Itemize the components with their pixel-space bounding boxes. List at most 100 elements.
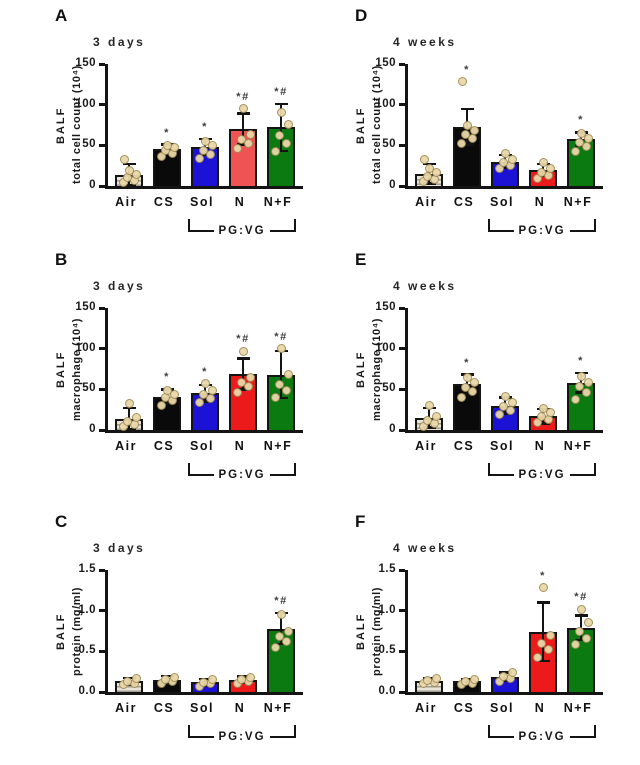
- error-bar-cap: [574, 614, 588, 617]
- error-bar-line: [241, 358, 245, 390]
- data-point: [419, 154, 429, 164]
- error-bar-line: [279, 103, 283, 152]
- panel-letter: A: [55, 6, 68, 25]
- y-tick: [99, 568, 105, 572]
- data-point: [281, 637, 291, 647]
- x-tick-label: Air: [415, 701, 437, 715]
- data-point: [270, 147, 280, 157]
- data-point: [198, 145, 208, 155]
- data-point: [283, 626, 293, 636]
- data-point: [270, 392, 280, 402]
- data-point: [245, 130, 255, 140]
- data-point: [532, 653, 542, 663]
- data-point: [507, 397, 517, 407]
- data-point: [245, 672, 255, 682]
- bracket-right-corner-icon: [269, 463, 296, 476]
- y-tick: [99, 428, 105, 432]
- y-tick-label: 150: [375, 57, 396, 69]
- error-bar-cap: [236, 112, 250, 115]
- x-tick-label: N: [534, 701, 546, 715]
- error-bar-cap: [422, 426, 436, 429]
- error-bar-line: [241, 113, 245, 145]
- bracket-left-corner-icon: [188, 725, 215, 738]
- data-point: [245, 372, 255, 382]
- data-point: [122, 417, 132, 427]
- data-point: [124, 166, 134, 176]
- panel-title: 3 days: [93, 541, 146, 555]
- y-tick: [99, 143, 105, 147]
- x-tick-label: CS: [453, 701, 475, 715]
- y-tick-label: 150: [75, 301, 96, 313]
- x-tick-label: CS: [453, 439, 475, 453]
- y-axis-group-label: BALF: [355, 350, 367, 388]
- y-tick-label: 50: [382, 382, 396, 395]
- panel-title: 4 weeks: [393, 35, 457, 49]
- error-bar-line: [279, 613, 283, 644]
- x-tick-label: N: [534, 439, 546, 453]
- error-bar-cap: [460, 393, 474, 396]
- data-point: [236, 675, 246, 685]
- significance-annotation: *: [464, 356, 470, 369]
- y-axis-label: protein (mg/ml): [371, 586, 383, 676]
- data-point: [205, 149, 215, 159]
- plot-area: 0 50 100 150 * * *# *#: [75, 301, 303, 435]
- y-tick: [99, 609, 105, 613]
- x-tick-label: Sol: [490, 439, 514, 453]
- data-point: [581, 633, 591, 643]
- bracket-left-corner-icon: [488, 219, 515, 232]
- bracket-left-corner-icon: [488, 463, 515, 476]
- bracket-right-corner-icon: [569, 725, 596, 738]
- data-point: [570, 147, 580, 157]
- data-point: [281, 139, 291, 149]
- significance-annotation: *: [578, 114, 584, 127]
- data-point: [119, 154, 129, 164]
- error-bar-cap: [274, 397, 288, 400]
- x-tick-label: Air: [115, 439, 137, 453]
- error-bar-cap: [498, 412, 512, 415]
- y-tick: [399, 103, 405, 107]
- error-bar-cap: [122, 183, 136, 187]
- bracket-right-corner-icon: [569, 463, 596, 476]
- y-axis-group-label: BALF: [55, 350, 67, 388]
- data-point: [274, 379, 284, 389]
- x-tick-label: CS: [153, 195, 175, 209]
- data-point: [581, 142, 591, 152]
- significance-annotation: *#: [274, 595, 288, 608]
- y-tick-label: 100: [75, 97, 96, 110]
- data-point: [122, 676, 132, 686]
- y-tick: [99, 347, 105, 351]
- plot-area: 0 50 100 150 * *: [375, 57, 603, 191]
- data-point: [507, 154, 517, 164]
- data-point: [460, 383, 470, 393]
- panel-E: E 4 weeks BALF macrophage (10⁴) 0 50 100 15…: [355, 250, 615, 492]
- significance-annotation: *#: [236, 333, 250, 346]
- error-bar-cap: [122, 162, 136, 166]
- plot-area: 0 50 100 150 * * *# *#: [75, 57, 303, 191]
- error-bar-cap: [574, 638, 588, 642]
- data-point: [200, 136, 210, 146]
- x-tick-label: Sol: [490, 195, 514, 209]
- y-tick: [99, 690, 105, 694]
- data-point: [194, 397, 204, 407]
- data-point: [507, 667, 517, 677]
- y-tick: [399, 428, 405, 432]
- data-point: [200, 379, 210, 389]
- x-tick-label: CS: [453, 195, 475, 209]
- error-bar-cap: [422, 182, 436, 185]
- y-tick-label: 50: [382, 138, 396, 151]
- data-point: [131, 170, 141, 180]
- data-point: [270, 642, 280, 652]
- panel-title: 3 days: [93, 279, 146, 293]
- y-tick-label: 1.0: [378, 603, 396, 616]
- data-point: [500, 392, 510, 402]
- y-tick-label: 0: [89, 423, 96, 435]
- bracket-label: PG:VG: [518, 731, 566, 743]
- significance-annotation: *: [464, 63, 470, 76]
- panel-letter: C: [55, 512, 68, 531]
- x-tick-label: Sol: [490, 701, 514, 715]
- error-bar-cap: [536, 422, 550, 425]
- significance-annotation: *#: [274, 85, 288, 98]
- y-axis-group-label: BALF: [355, 106, 367, 144]
- data-point: [536, 412, 546, 422]
